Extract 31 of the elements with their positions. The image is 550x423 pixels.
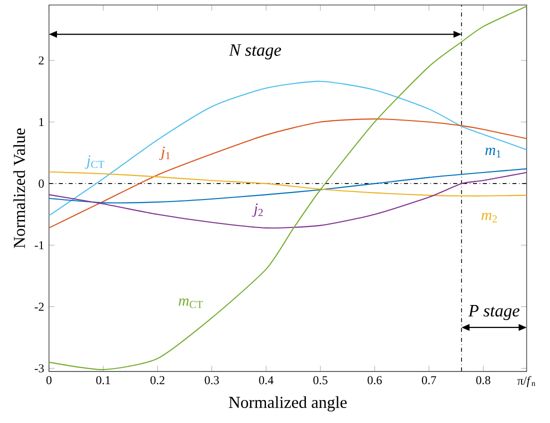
- x-tick-label: 0.2: [150, 376, 164, 384]
- line-series: [48, 172, 528, 228]
- annotation: P stage: [468, 304, 520, 320]
- series-label: j$_{2}$: [252, 203, 263, 217]
- x-tick-label: 0.1: [96, 376, 110, 384]
- x-tick-label: 0.8: [476, 376, 490, 384]
- series-label: j$_{CT}$: [84, 155, 104, 169]
- x-tick-label: 0: [46, 376, 52, 384]
- x-tick-label: 0.5: [313, 376, 328, 384]
- series-label: m$_{1}$: [485, 148, 501, 158]
- annotation: N stage: [228, 44, 282, 60]
- series-label: m$_{2}$: [482, 212, 497, 222]
- line-series: [48, 168, 528, 204]
- line-series: [48, 171, 528, 196]
- x-tick-label: 0.4: [259, 376, 274, 384]
- x-tick-label: π/f$_{n}$: [517, 376, 536, 387]
- y-tick-label: 2: [38, 56, 44, 64]
- series-label: m$_{CT}$: [178, 298, 203, 308]
- y-tick-label: -2: [34, 302, 44, 311]
- y-axis-title: Normalized Value: [13, 128, 26, 248]
- x-tick-label: 0.3: [204, 376, 219, 384]
- y-tick-label: -3: [34, 364, 44, 372]
- series-label: j$_{1}$: [159, 146, 170, 160]
- y-tick-label: -1: [34, 241, 44, 249]
- x-tick-label: 0.6: [368, 376, 382, 384]
- line-series: [48, 118, 528, 228]
- x-tick-label: 0.7: [422, 376, 436, 384]
- line-series: [48, 5, 528, 370]
- x-axis-title: Normalized angle: [228, 396, 347, 412]
- y-tick-label: 1: [39, 118, 44, 126]
- y-tick-label: 0: [38, 179, 44, 188]
